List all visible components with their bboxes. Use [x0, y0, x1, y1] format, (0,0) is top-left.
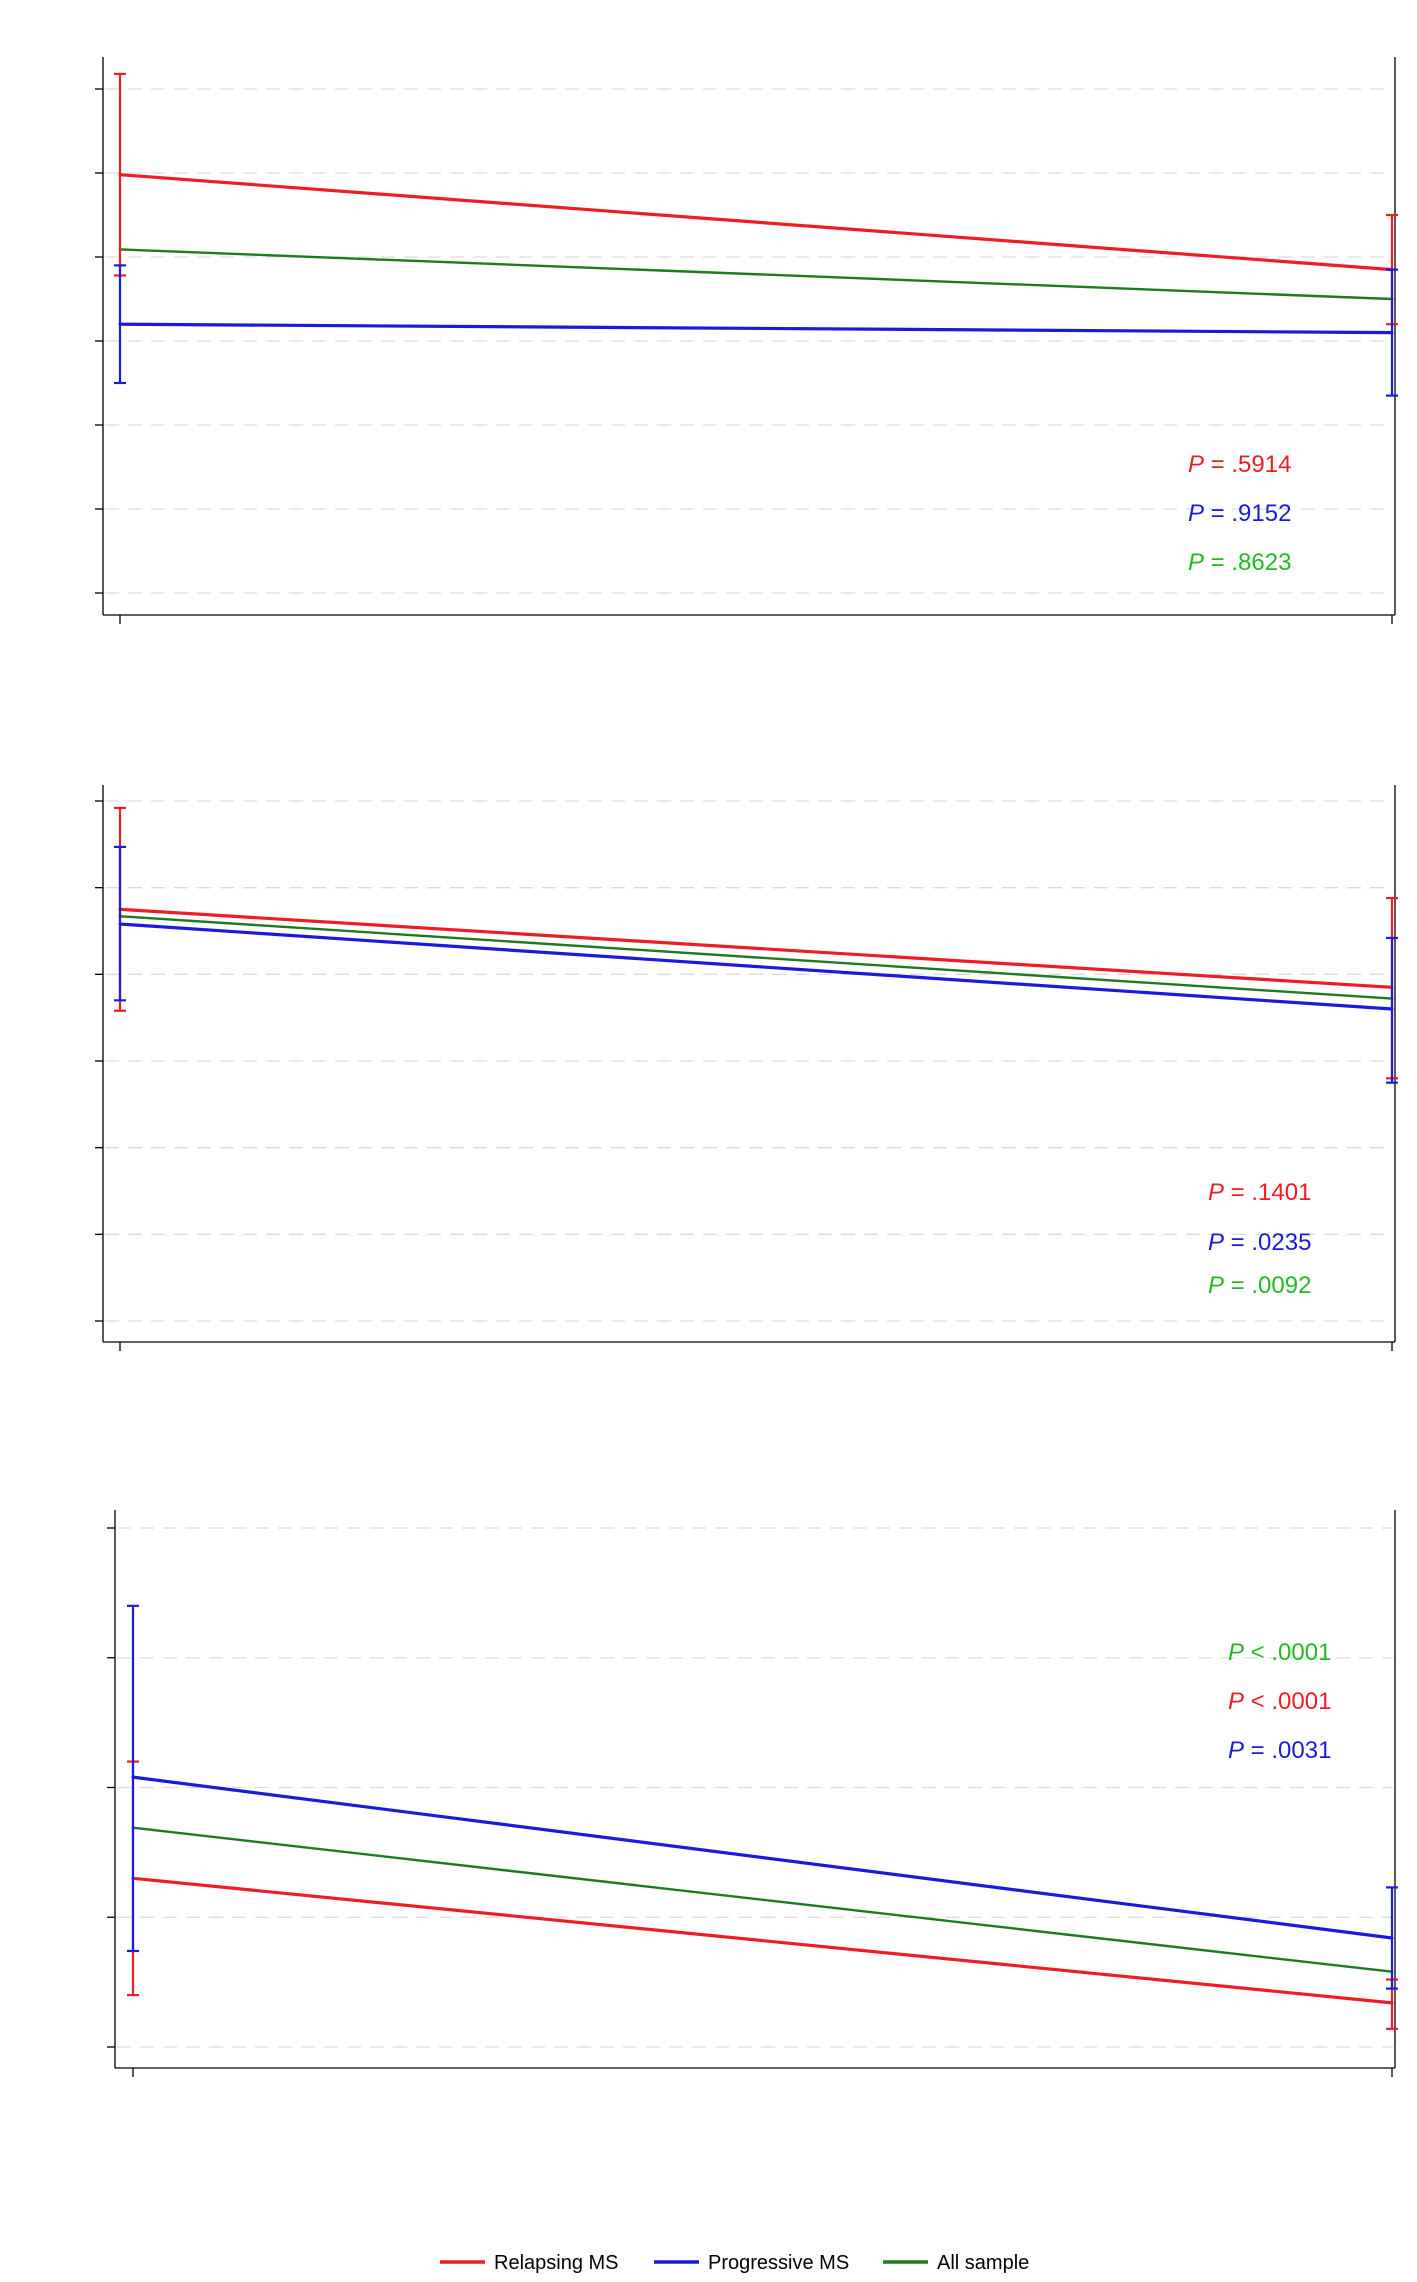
p-symbol: P: [1228, 1688, 1244, 1715]
series-progressive-ms: [114, 264, 1398, 397]
p-value-annotation: P = .9152: [1188, 500, 1291, 527]
p-value-text: < .0001: [1244, 1639, 1331, 1666]
legend-label: Relapsing MS: [494, 2252, 619, 2274]
p-value-annotation: P = .8623: [1188, 549, 1291, 576]
series-relapsing-ms: [114, 72, 1398, 326]
legend-label: All sample: [937, 2252, 1029, 2274]
series-line: [132, 1876, 1393, 2005]
p-value-text: = .5914: [1204, 451, 1291, 478]
p-value-annotation: P < .0001: [1228, 1688, 1331, 1715]
p-symbol: P: [1188, 451, 1204, 478]
series-line: [132, 1826, 1393, 1973]
series-line: [119, 915, 1393, 1000]
series-progressive-ms: [127, 1604, 1398, 1990]
p-value-text: = .0092: [1224, 1272, 1311, 1299]
p-symbol: P: [1188, 500, 1204, 527]
legend: Relapsing MS Progressive MS All sample: [440, 2252, 1029, 2274]
p-value-text: = .1401: [1224, 1179, 1311, 1206]
series-line: [132, 1775, 1393, 1940]
series-line: [119, 922, 1393, 1011]
p-symbol: P: [1228, 1639, 1244, 1666]
p-value-text: = .9152: [1204, 500, 1291, 527]
series-line: [119, 907, 1393, 989]
series-all-sample: [131, 1826, 1394, 1974]
p-value-annotation: P = .0092: [1208, 1272, 1311, 1299]
series-all-sample: [118, 914, 1394, 1001]
p-symbol: P: [1208, 1229, 1224, 1256]
p-value-text: = .8623: [1204, 549, 1291, 576]
p-value-annotation: P = .0031: [1228, 1737, 1331, 1764]
p-symbol: P: [1228, 1737, 1244, 1764]
p-value-annotation: P = .0235: [1208, 1229, 1311, 1256]
series-relapsing-ms: [114, 806, 1398, 1080]
p-value-text: = .0031: [1244, 1737, 1331, 1764]
series-line: [119, 173, 1393, 272]
p-value-annotation: P < .0001: [1228, 1639, 1331, 1666]
p-symbol: P: [1188, 549, 1204, 576]
p-value-text: < .0001: [1244, 1688, 1331, 1715]
series-progressive-ms: [114, 845, 1398, 1084]
legend-label: Progressive MS: [708, 2252, 849, 2274]
series-line: [119, 322, 1393, 335]
p-value-text: = .0235: [1224, 1229, 1311, 1256]
series-line: [119, 248, 1393, 301]
p-symbol: P: [1208, 1179, 1224, 1206]
p-value-annotation: P = .5914: [1188, 451, 1291, 478]
p-symbol: P: [1208, 1272, 1224, 1299]
p-value-annotation: P = .1401: [1208, 1179, 1311, 1206]
